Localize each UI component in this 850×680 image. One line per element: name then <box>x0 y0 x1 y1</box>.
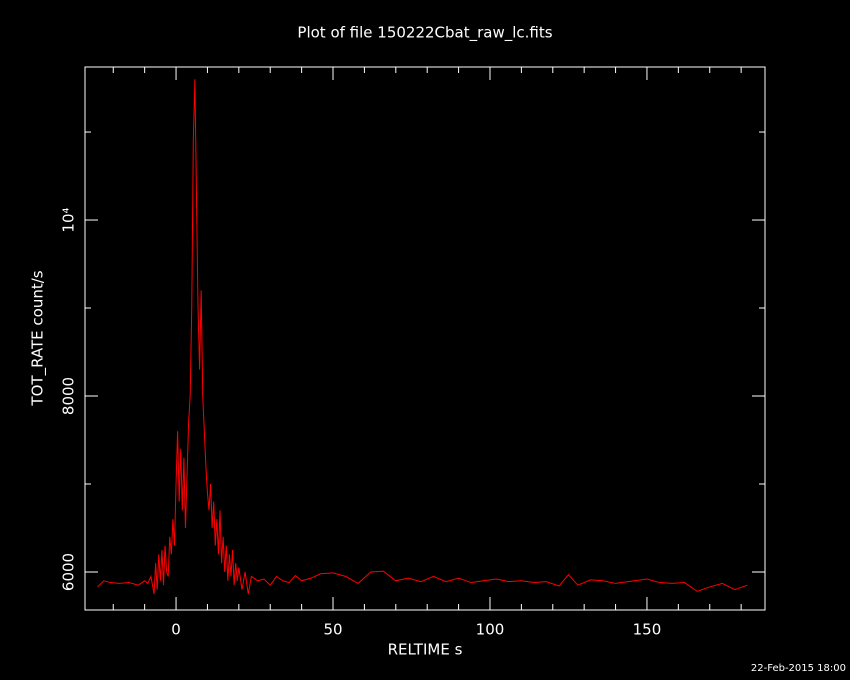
x-axis-label: RELTIME s <box>388 641 463 659</box>
y-axis-label: TOT_RATE count/s <box>29 270 48 406</box>
data-line <box>97 79 748 595</box>
y-tick-label: 10⁴ <box>60 207 78 232</box>
chart-title: Plot of file 150222Cbat_raw_lc.fits <box>297 24 552 43</box>
x-tick-label: 0 <box>171 621 181 639</box>
y-tick-label: 8000 <box>60 377 78 415</box>
x-tick-label: 50 <box>323 621 342 639</box>
x-tick-label: 150 <box>633 621 662 639</box>
y-tick-label: 6000 <box>60 553 78 591</box>
plot-frame <box>84 66 766 611</box>
timestamp: 22-Feb-2015 18:00 <box>751 663 846 674</box>
x-tick-label: 100 <box>476 621 505 639</box>
